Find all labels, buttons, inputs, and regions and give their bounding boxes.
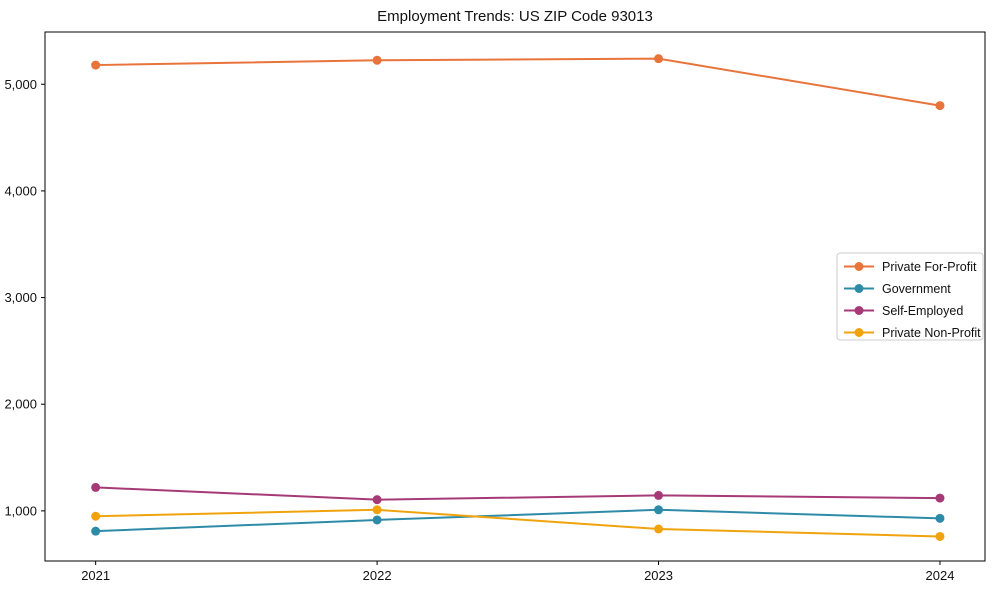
legend-entry-government: Government	[844, 282, 951, 296]
data-point-private-for-profit-2022	[372, 55, 382, 65]
data-point-private-non-profit-2023	[654, 524, 664, 534]
series-line-self-employed	[94, 486, 941, 501]
plot-border	[44, 31, 986, 562]
data-point-government-2023	[654, 505, 664, 515]
legend-entry-self-employed: Self-Employed	[844, 304, 963, 318]
legend-entry-private-non-profit: Private Non-Profit	[844, 326, 981, 340]
x-axis-tick-label: 2021	[81, 568, 110, 583]
series-line-private-non-profit	[94, 508, 941, 538]
legend-swatch-marker	[854, 328, 864, 337]
data-point-private-for-profit-2023	[654, 54, 664, 64]
chart-title: Employment Trends: US ZIP Code 93013	[377, 8, 653, 25]
legend-swatch-marker	[854, 262, 864, 271]
y-axis-tick-label: 5,000	[4, 77, 37, 92]
data-point-private-non-profit-2022	[372, 505, 382, 515]
data-point-private-non-profit-2024	[935, 531, 945, 541]
y-axis-tick-label: 2,000	[4, 397, 37, 412]
data-point-government-2024	[935, 513, 945, 523]
data-point-government-2022	[372, 515, 382, 525]
legend: Private For-Profit Government Self-Employe…	[836, 252, 984, 341]
legend-label: Self-Employed	[882, 304, 963, 318]
legend-label: Private For-Profit	[882, 260, 977, 274]
y-axis-tick-label: 1,000	[4, 503, 37, 518]
series-line-private-for-profit	[94, 57, 941, 107]
data-point-private-for-profit-2021	[91, 60, 101, 70]
data-point-government-2021	[91, 526, 101, 536]
data-point-self-employed-2022	[372, 495, 382, 505]
series-line-government	[94, 508, 941, 533]
data-point-private-non-profit-2021	[91, 511, 101, 521]
y-axis-tick-label: 4,000	[4, 183, 37, 198]
legend-swatch-marker	[854, 306, 864, 315]
legend-entry-private-for-profit: Private For-Profit	[844, 260, 977, 274]
legend-label: Private Non-Profit	[882, 326, 981, 340]
data-point-private-for-profit-2024	[935, 101, 945, 111]
data-point-self-employed-2024	[935, 493, 945, 503]
legend-box	[836, 252, 984, 341]
x-axis-tick-label: 2023	[644, 568, 673, 583]
x-axis-tick-label: 2022	[363, 568, 392, 583]
data-point-self-employed-2021	[91, 482, 101, 492]
data-point-self-employed-2023	[654, 490, 664, 500]
legend-label: Government	[882, 282, 951, 296]
y-axis-tick-label: 3,000	[4, 290, 37, 305]
legend-swatch-marker	[854, 284, 864, 293]
x-axis-tick-label: 2024	[926, 568, 955, 583]
